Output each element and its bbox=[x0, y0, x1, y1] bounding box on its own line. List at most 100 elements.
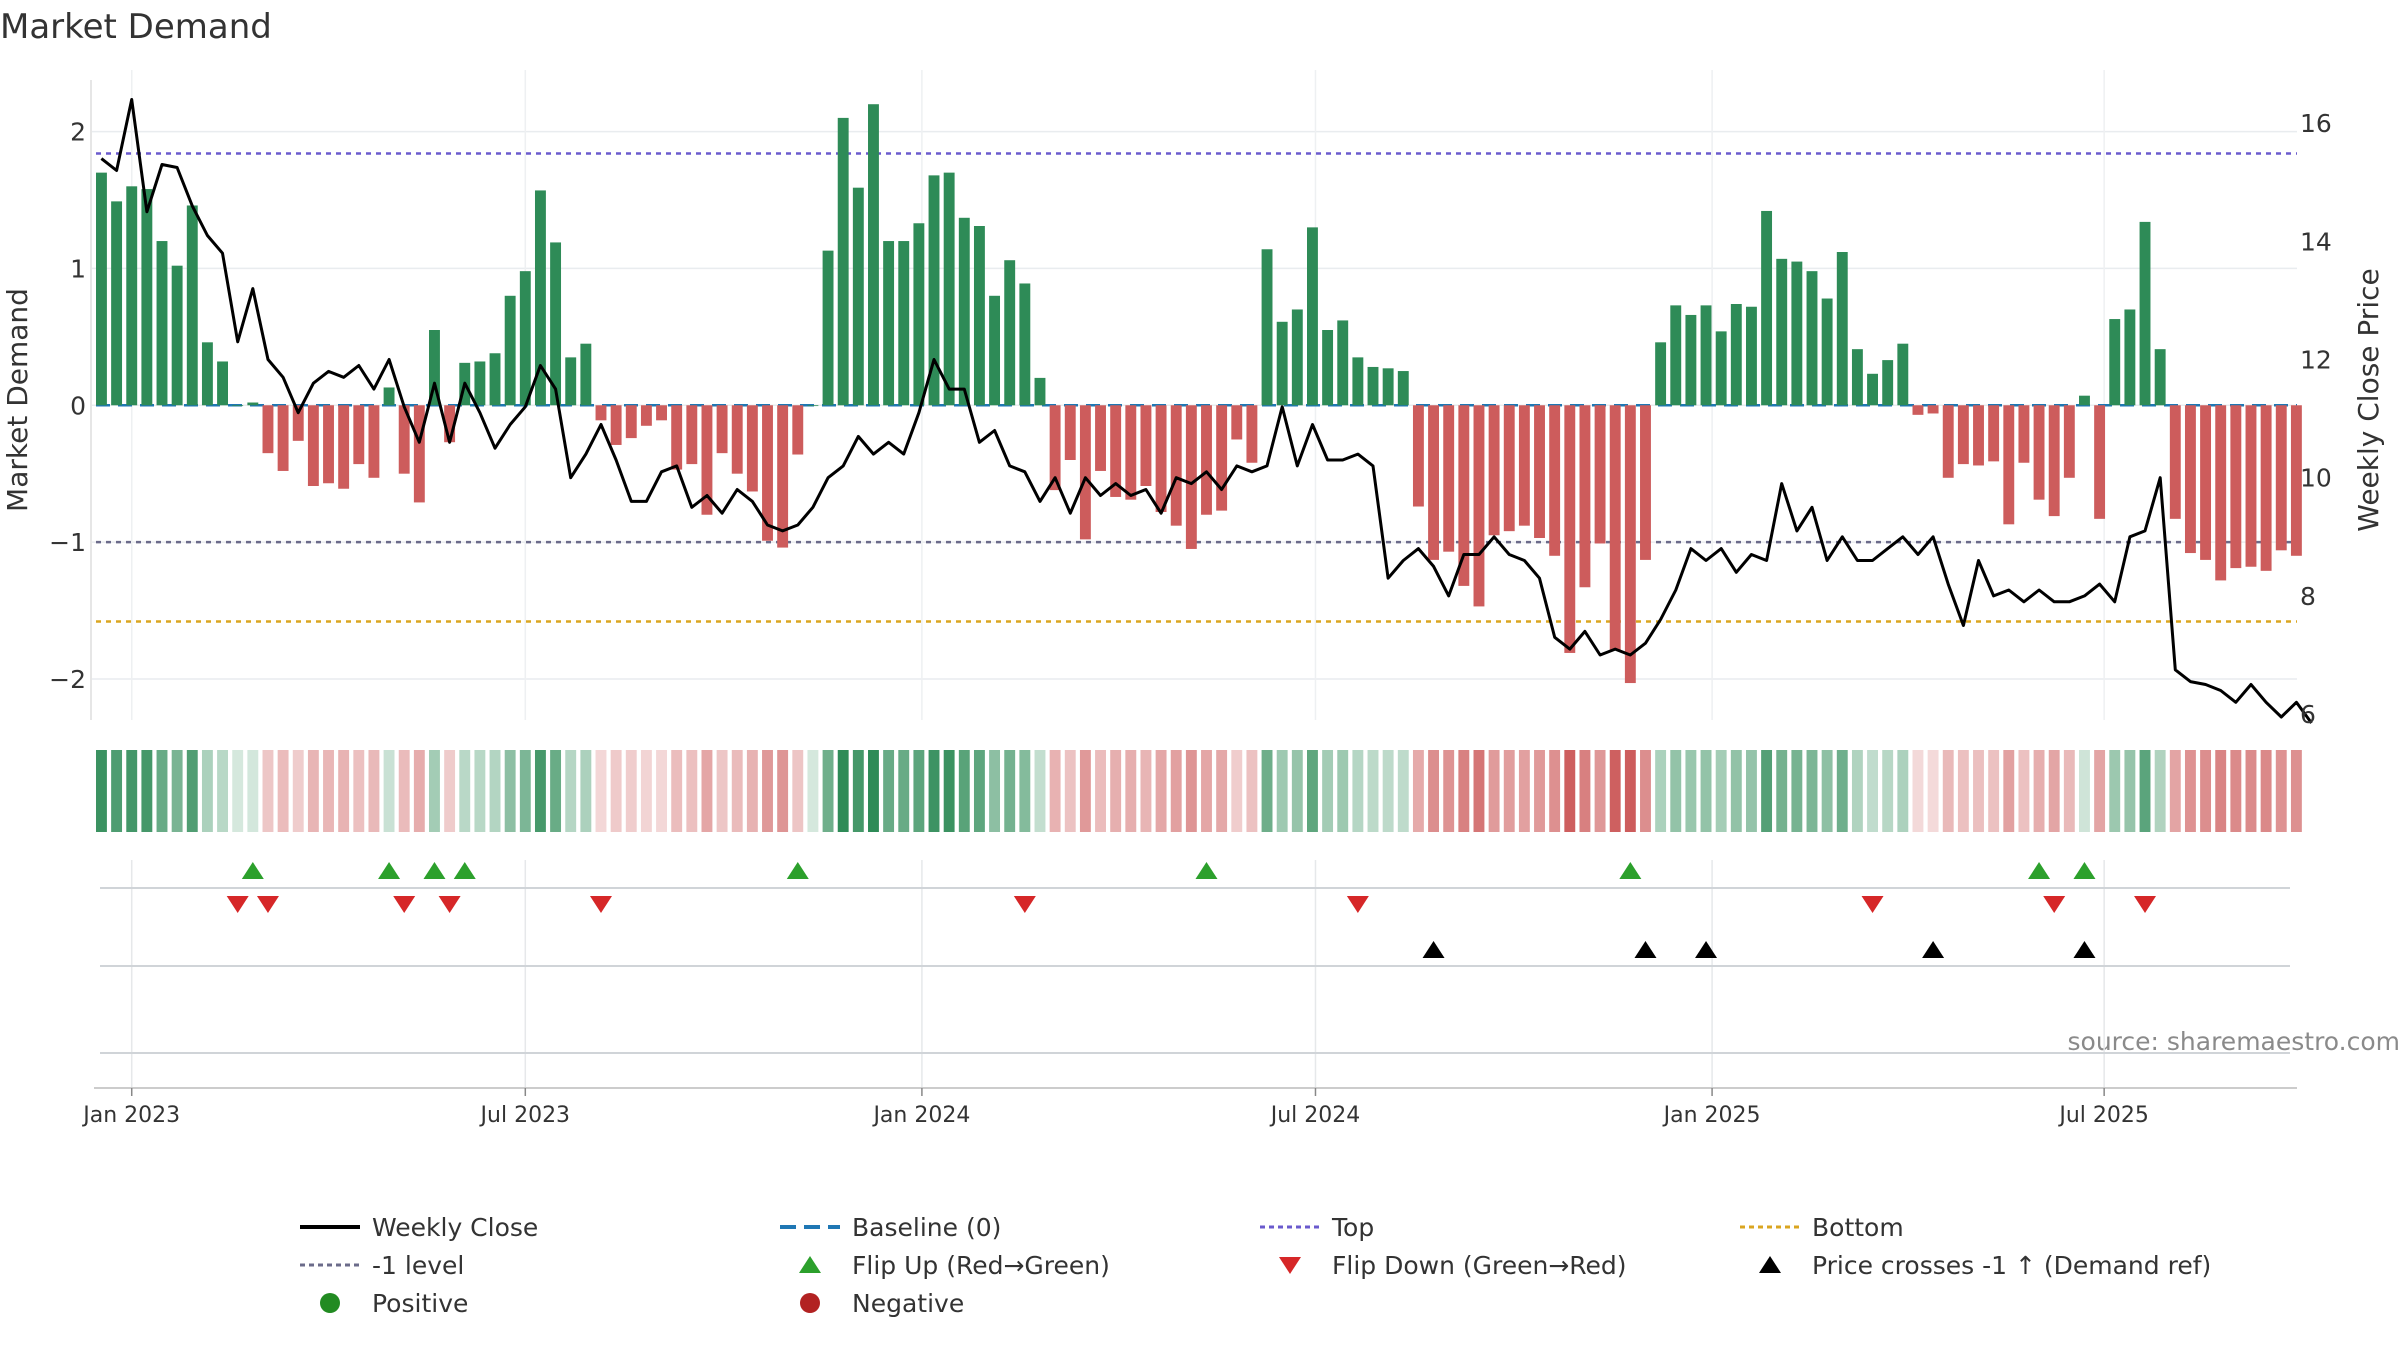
left-tick-label: 1 bbox=[70, 254, 86, 283]
demand-bar bbox=[1458, 405, 1470, 586]
heat-cell bbox=[1473, 750, 1485, 832]
legend-label: Bottom bbox=[1812, 1212, 1904, 1242]
demand-bar bbox=[837, 117, 849, 406]
heat-cell bbox=[1549, 750, 1561, 832]
x-tick-label: Jan 2025 bbox=[1662, 1103, 1761, 1128]
heat-cell bbox=[413, 750, 425, 832]
demand-bar bbox=[1049, 405, 1061, 491]
demand-bar bbox=[111, 201, 123, 406]
heat-cell bbox=[368, 750, 380, 832]
demand-bar bbox=[323, 405, 334, 484]
demand-bar bbox=[1155, 405, 1167, 512]
heat-cell bbox=[353, 750, 365, 832]
demand-bar bbox=[186, 205, 198, 406]
legend-item-price-cross: Price crosses -1 ↑ (Demand ref) bbox=[1740, 1250, 2211, 1280]
heat-cell bbox=[262, 750, 274, 832]
flip-down-marker bbox=[1346, 896, 1369, 913]
heat-cell bbox=[1821, 750, 1833, 832]
demand-bar bbox=[353, 405, 365, 465]
demand-bar bbox=[383, 387, 395, 406]
heat-cell bbox=[111, 750, 123, 832]
demand-bar bbox=[292, 405, 304, 441]
demand-bar bbox=[762, 405, 773, 541]
demand-bar bbox=[96, 172, 107, 406]
demand-bar bbox=[852, 187, 864, 406]
heat-cell bbox=[1927, 750, 1939, 832]
heat-cell bbox=[610, 750, 622, 832]
demand-bar bbox=[126, 186, 138, 406]
demand-bar bbox=[398, 405, 410, 474]
right-tick-label: 10 bbox=[2300, 464, 2332, 493]
heat-cell bbox=[1170, 750, 1182, 832]
heat-cell bbox=[338, 750, 350, 832]
heat-cell bbox=[1382, 750, 1394, 832]
heat-cell bbox=[1851, 750, 1863, 832]
legend-item-flip-up: Flip Up (Red→Green) bbox=[780, 1250, 1110, 1280]
demand-bar bbox=[2200, 405, 2212, 560]
left-tick-label: 0 bbox=[70, 391, 86, 420]
heat-cell bbox=[1185, 750, 1197, 832]
demand-bar bbox=[701, 405, 713, 515]
flip-up-marker bbox=[241, 862, 264, 879]
demand-bar bbox=[1776, 258, 1788, 406]
legend-item-positive: Positive bbox=[300, 1288, 468, 1318]
demand-bar bbox=[1791, 261, 1803, 406]
heat-cell bbox=[1867, 750, 1878, 832]
demand-bar bbox=[1655, 342, 1667, 406]
demand-bar bbox=[1170, 405, 1182, 526]
heat-cell bbox=[1761, 750, 1773, 832]
heat-cell bbox=[1973, 750, 1984, 832]
heat-cell bbox=[1140, 750, 1152, 832]
heat-cell bbox=[1564, 750, 1576, 832]
demand-bar bbox=[1367, 366, 1379, 406]
demand-bar bbox=[2275, 405, 2287, 551]
right-axis-label: Weekly Close Price bbox=[2352, 268, 2385, 531]
heat-cell bbox=[1443, 750, 1455, 832]
demand-bar bbox=[686, 405, 698, 465]
demand-bar bbox=[1700, 305, 1712, 406]
heat-cell bbox=[1534, 750, 1545, 832]
heat-cell bbox=[398, 750, 410, 832]
heat-cell bbox=[2200, 750, 2212, 832]
demand-bar bbox=[156, 241, 168, 406]
flip-down-marker bbox=[226, 896, 249, 913]
demand-bar bbox=[2124, 309, 2136, 406]
legend-item-flip-down: Flip Down (Green→Red) bbox=[1260, 1250, 1627, 1280]
heat-cell bbox=[989, 750, 1001, 832]
heat-cell bbox=[186, 750, 198, 832]
heat-cell bbox=[217, 750, 228, 832]
heat-cell bbox=[2048, 750, 2060, 832]
demand-bar bbox=[731, 405, 743, 474]
demand-bar bbox=[822, 250, 834, 406]
demand-bar bbox=[2033, 405, 2045, 500]
flip-down-marker bbox=[1013, 896, 1036, 913]
legend-label: Top bbox=[1332, 1212, 1375, 1242]
heat-cell bbox=[2230, 750, 2242, 832]
demand-bar bbox=[625, 405, 637, 439]
heat-cell bbox=[2169, 750, 2181, 832]
heat-cell bbox=[459, 750, 471, 832]
legend-item-weekly-close: Weekly Close bbox=[300, 1212, 538, 1242]
demand-bar bbox=[1988, 405, 2000, 462]
demand-bar bbox=[640, 405, 652, 426]
demand-bar bbox=[2169, 405, 2181, 519]
heat-cell bbox=[2079, 750, 2090, 832]
heat-cell bbox=[519, 750, 531, 832]
demand-bar bbox=[1291, 309, 1303, 406]
demand-bar bbox=[1549, 405, 1561, 556]
heat-cell bbox=[2109, 750, 2121, 832]
demand-bar bbox=[2094, 405, 2106, 519]
heat-cell bbox=[701, 750, 713, 832]
demand-bar bbox=[1064, 405, 1076, 460]
heat-cell bbox=[1322, 750, 1334, 832]
demand-bar bbox=[807, 405, 819, 407]
demand-bar bbox=[2048, 405, 2060, 517]
legend-line-dotted-icon bbox=[1260, 1225, 1320, 1229]
heat-cell bbox=[1397, 750, 1409, 832]
demand-bar bbox=[1564, 405, 1576, 653]
heat-cell bbox=[2063, 750, 2075, 832]
x-tick-label: Jan 2024 bbox=[871, 1103, 970, 1128]
demand-bar bbox=[474, 361, 486, 406]
heat-cell bbox=[943, 750, 955, 832]
demand-bar bbox=[1745, 306, 1757, 406]
